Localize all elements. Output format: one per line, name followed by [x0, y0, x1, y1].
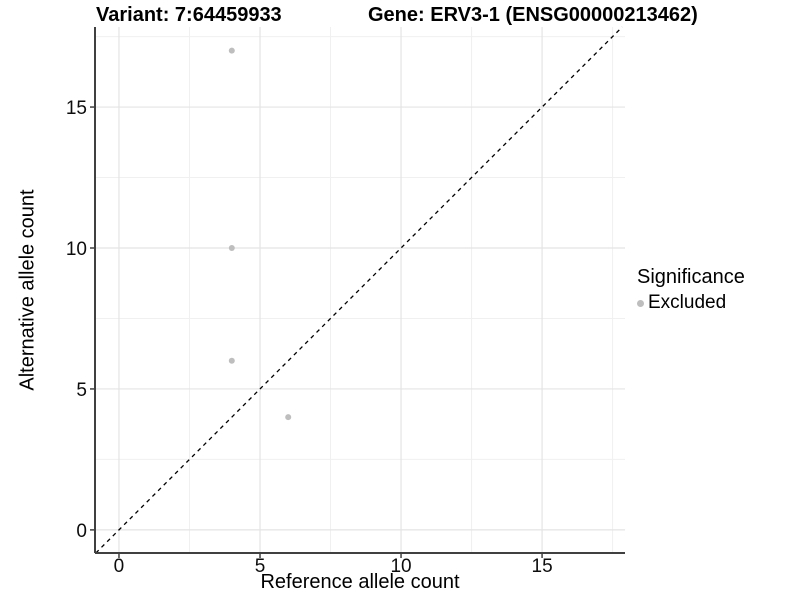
legend-point-icon: [637, 299, 644, 307]
y-tick-label: 0: [76, 521, 87, 542]
identity-line: [95, 26, 623, 554]
plot-title-variant: Variant: 7:64459933: [96, 4, 282, 26]
data-point: [228, 357, 235, 364]
legend-item-excluded: Excluded: [637, 292, 745, 314]
x-tick-label: 15: [532, 556, 553, 577]
legend-title: Significance: [637, 266, 745, 288]
x-axis-title: Reference allele count: [260, 571, 460, 593]
plot-title-gene: Gene: ERV3-1 (ENSG00000213462): [368, 4, 698, 26]
y-tick-label: 5: [76, 380, 87, 401]
data-point: [228, 244, 235, 251]
x-tick-label: 5: [255, 556, 266, 577]
data-point: [228, 47, 235, 54]
y-tick-label: 15: [66, 98, 87, 119]
data-point: [285, 414, 292, 421]
legend: Significance Excluded: [637, 266, 745, 314]
x-tick-label: 10: [390, 556, 411, 577]
x-tick-label: 0: [114, 556, 125, 577]
legend-item-label: Excluded: [648, 292, 727, 313]
y-tick-label: 10: [66, 239, 87, 260]
y-axis-title: Alternative allele count: [16, 189, 39, 391]
